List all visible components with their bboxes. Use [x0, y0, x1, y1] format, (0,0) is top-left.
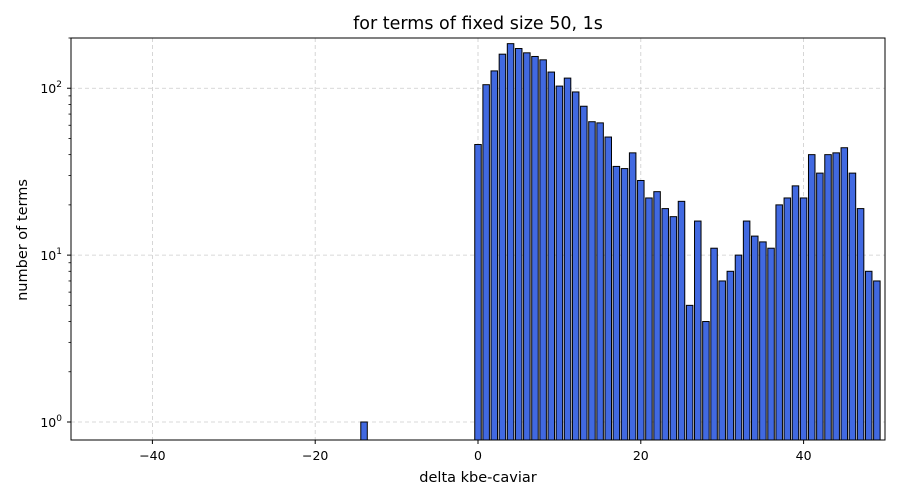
x-tick-label: 0	[474, 448, 482, 463]
bar	[677, 200, 686, 441]
bar	[637, 179, 645, 441]
bar	[799, 197, 808, 441]
bar	[563, 77, 572, 441]
bar	[734, 254, 743, 441]
bar	[751, 235, 759, 441]
bar	[702, 321, 710, 441]
bar	[604, 136, 612, 441]
bar	[482, 84, 490, 441]
bar	[645, 197, 653, 441]
bar-series	[360, 43, 881, 441]
chart-title: for terms of fixed size 50, 1s	[353, 14, 603, 34]
bar	[506, 43, 515, 441]
bar	[807, 154, 816, 441]
y-tick-label: 101	[40, 247, 62, 263]
bar	[848, 172, 857, 441]
bar	[555, 85, 564, 441]
bar	[873, 280, 881, 441]
bar	[816, 172, 824, 441]
bar	[514, 48, 523, 441]
x-tick-label: 20	[633, 448, 649, 463]
bar	[726, 270, 735, 441]
bar	[653, 191, 661, 441]
bar	[474, 144, 482, 441]
bar	[580, 105, 588, 441]
bar	[596, 122, 604, 441]
bar	[661, 208, 669, 441]
bar	[767, 247, 775, 441]
y-axis-label: number of terms	[15, 179, 31, 301]
bar	[547, 71, 556, 441]
bar	[588, 121, 596, 441]
x-axis-label: delta kbe-caviar	[419, 470, 536, 486]
bar	[856, 208, 865, 441]
bar	[824, 154, 832, 441]
bar	[531, 55, 539, 441]
y-tick-label: 102	[40, 80, 62, 96]
axis-ticks: −40 −20 0 20 40 100 101 102	[40, 37, 812, 463]
bar	[783, 197, 792, 441]
bar	[742, 220, 751, 441]
x-tick-label: −20	[302, 448, 328, 463]
bar	[539, 59, 547, 441]
bar	[775, 204, 783, 441]
bar	[612, 165, 621, 441]
bar	[571, 91, 580, 441]
bar	[620, 168, 629, 441]
bar	[490, 70, 499, 441]
bar	[498, 53, 507, 441]
bar	[669, 216, 678, 441]
bar	[791, 185, 800, 441]
bar	[832, 152, 840, 441]
bar	[759, 241, 767, 441]
bar	[628, 152, 637, 441]
x-tick-label: 40	[796, 448, 812, 463]
bar	[694, 220, 702, 441]
bar	[840, 147, 849, 441]
bar	[523, 52, 531, 441]
bar	[685, 304, 694, 441]
y-tick-label: 100	[40, 414, 62, 430]
x-tick-label: −40	[139, 448, 165, 463]
bar	[864, 270, 873, 441]
bar	[710, 247, 718, 441]
bar	[718, 280, 726, 441]
bar	[360, 421, 368, 441]
